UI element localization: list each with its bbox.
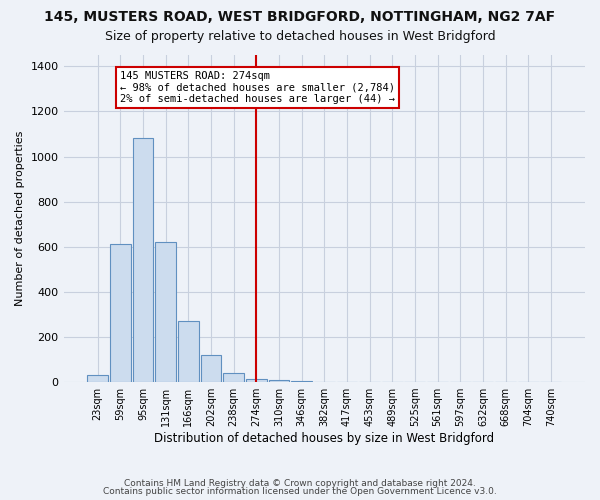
Bar xyxy=(87,376,108,382)
Bar xyxy=(291,381,312,382)
Bar xyxy=(155,242,176,382)
Text: 145 MUSTERS ROAD: 274sqm
← 98% of detached houses are smaller (2,784)
2% of semi: 145 MUSTERS ROAD: 274sqm ← 98% of detach… xyxy=(121,71,395,104)
X-axis label: Distribution of detached houses by size in West Bridgford: Distribution of detached houses by size … xyxy=(154,432,494,445)
Bar xyxy=(178,321,199,382)
Y-axis label: Number of detached properties: Number of detached properties xyxy=(15,131,25,306)
Bar xyxy=(110,244,131,382)
Text: 145, MUSTERS ROAD, WEST BRIDGFORD, NOTTINGHAM, NG2 7AF: 145, MUSTERS ROAD, WEST BRIDGFORD, NOTTI… xyxy=(44,10,556,24)
Bar xyxy=(200,355,221,382)
Bar xyxy=(269,380,289,382)
Bar xyxy=(133,138,154,382)
Bar xyxy=(223,373,244,382)
Text: Contains HM Land Registry data © Crown copyright and database right 2024.: Contains HM Land Registry data © Crown c… xyxy=(124,478,476,488)
Text: Size of property relative to detached houses in West Bridgford: Size of property relative to detached ho… xyxy=(104,30,496,43)
Text: Contains public sector information licensed under the Open Government Licence v3: Contains public sector information licen… xyxy=(103,487,497,496)
Bar xyxy=(246,378,267,382)
